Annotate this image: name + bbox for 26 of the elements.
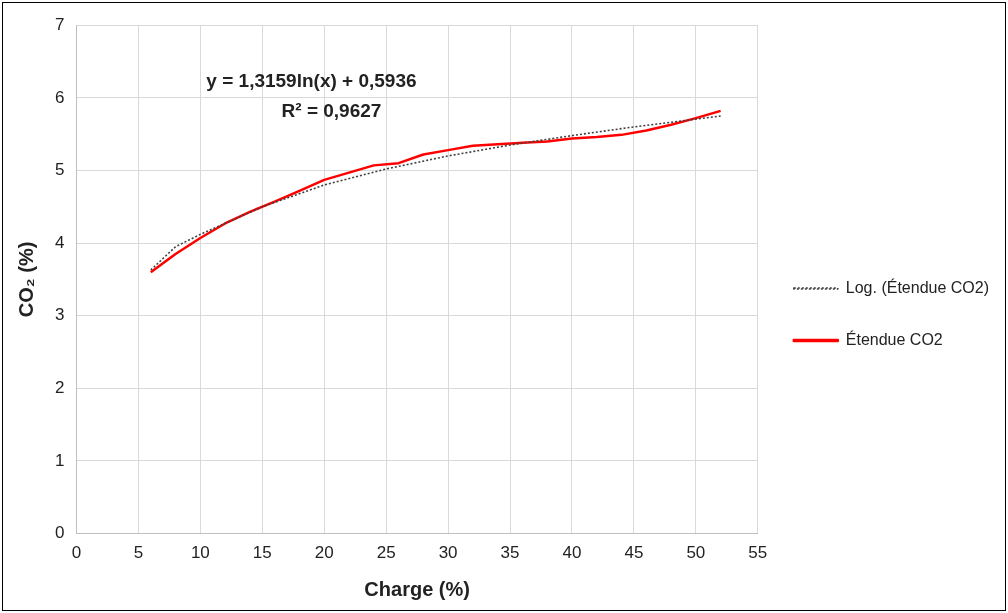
y-tick-label: 5 bbox=[54, 160, 65, 180]
y-tick-label: 7 bbox=[54, 14, 65, 34]
x-tick-label: 55 bbox=[748, 543, 768, 563]
x-tick-label: 30 bbox=[438, 543, 458, 563]
x-tick-label: 0 bbox=[71, 543, 82, 563]
y-tick-label: 1 bbox=[54, 450, 65, 470]
y-axis-title: CO₂ (%) bbox=[14, 241, 37, 318]
x-tick-label: 25 bbox=[376, 543, 396, 563]
x-tick-label: 40 bbox=[562, 543, 582, 563]
x-tick-label: 35 bbox=[500, 543, 520, 563]
x-tick-label: 45 bbox=[624, 543, 644, 563]
y-tick-label: 6 bbox=[54, 87, 65, 107]
x-tick-label: 50 bbox=[686, 543, 706, 563]
annotation: R² = 0,9627 bbox=[281, 100, 382, 122]
legend-label: Log. (Étendue CO2) bbox=[845, 277, 990, 296]
x-tick-label: 15 bbox=[252, 543, 272, 563]
x-tick-label: 20 bbox=[314, 543, 334, 563]
y-tick-label: 2 bbox=[54, 378, 65, 398]
y-tick-label: 0 bbox=[54, 523, 65, 543]
y-tick-label: 3 bbox=[54, 305, 65, 325]
annotation: y = 1,3159ln(x) + 0,5936 bbox=[206, 70, 417, 92]
y-tick-label: 4 bbox=[54, 232, 65, 252]
legend-label: Étendue CO2 bbox=[845, 329, 943, 348]
x-axis-title: Charge (%) bbox=[364, 577, 470, 600]
x-tick-label: 5 bbox=[133, 543, 144, 563]
x-tick-label: 10 bbox=[190, 543, 210, 563]
